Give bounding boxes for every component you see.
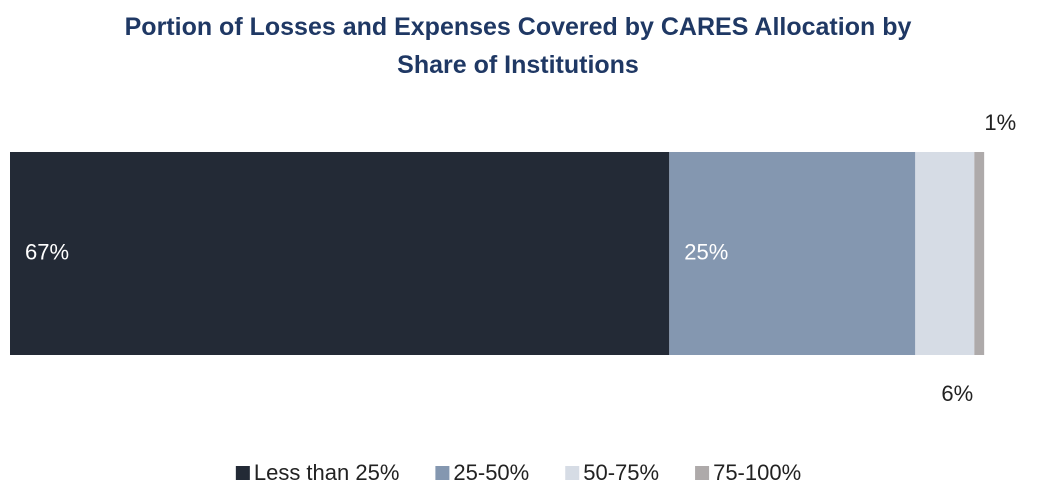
data-label: 1% bbox=[984, 110, 1016, 135]
data-label: 67% bbox=[25, 239, 69, 264]
legend-swatch bbox=[435, 466, 450, 480]
legend-swatch bbox=[235, 466, 250, 480]
data-label: 25% bbox=[684, 239, 728, 264]
chart-title: Portion of Losses and Expenses Covered b… bbox=[124, 13, 912, 79]
bar-segment bbox=[915, 152, 975, 355]
legend-label: Less than 25% bbox=[254, 460, 400, 485]
data-label: 6% bbox=[941, 381, 973, 406]
legend-swatch bbox=[695, 466, 710, 480]
legend-swatch bbox=[565, 466, 580, 480]
legend-label: 75-100% bbox=[713, 460, 801, 485]
bar-segment bbox=[669, 152, 916, 355]
bar-segment bbox=[974, 152, 985, 355]
bar-segment bbox=[10, 152, 670, 355]
legend-label: 25-50% bbox=[453, 460, 529, 485]
legend-label: 50-75% bbox=[583, 460, 659, 485]
